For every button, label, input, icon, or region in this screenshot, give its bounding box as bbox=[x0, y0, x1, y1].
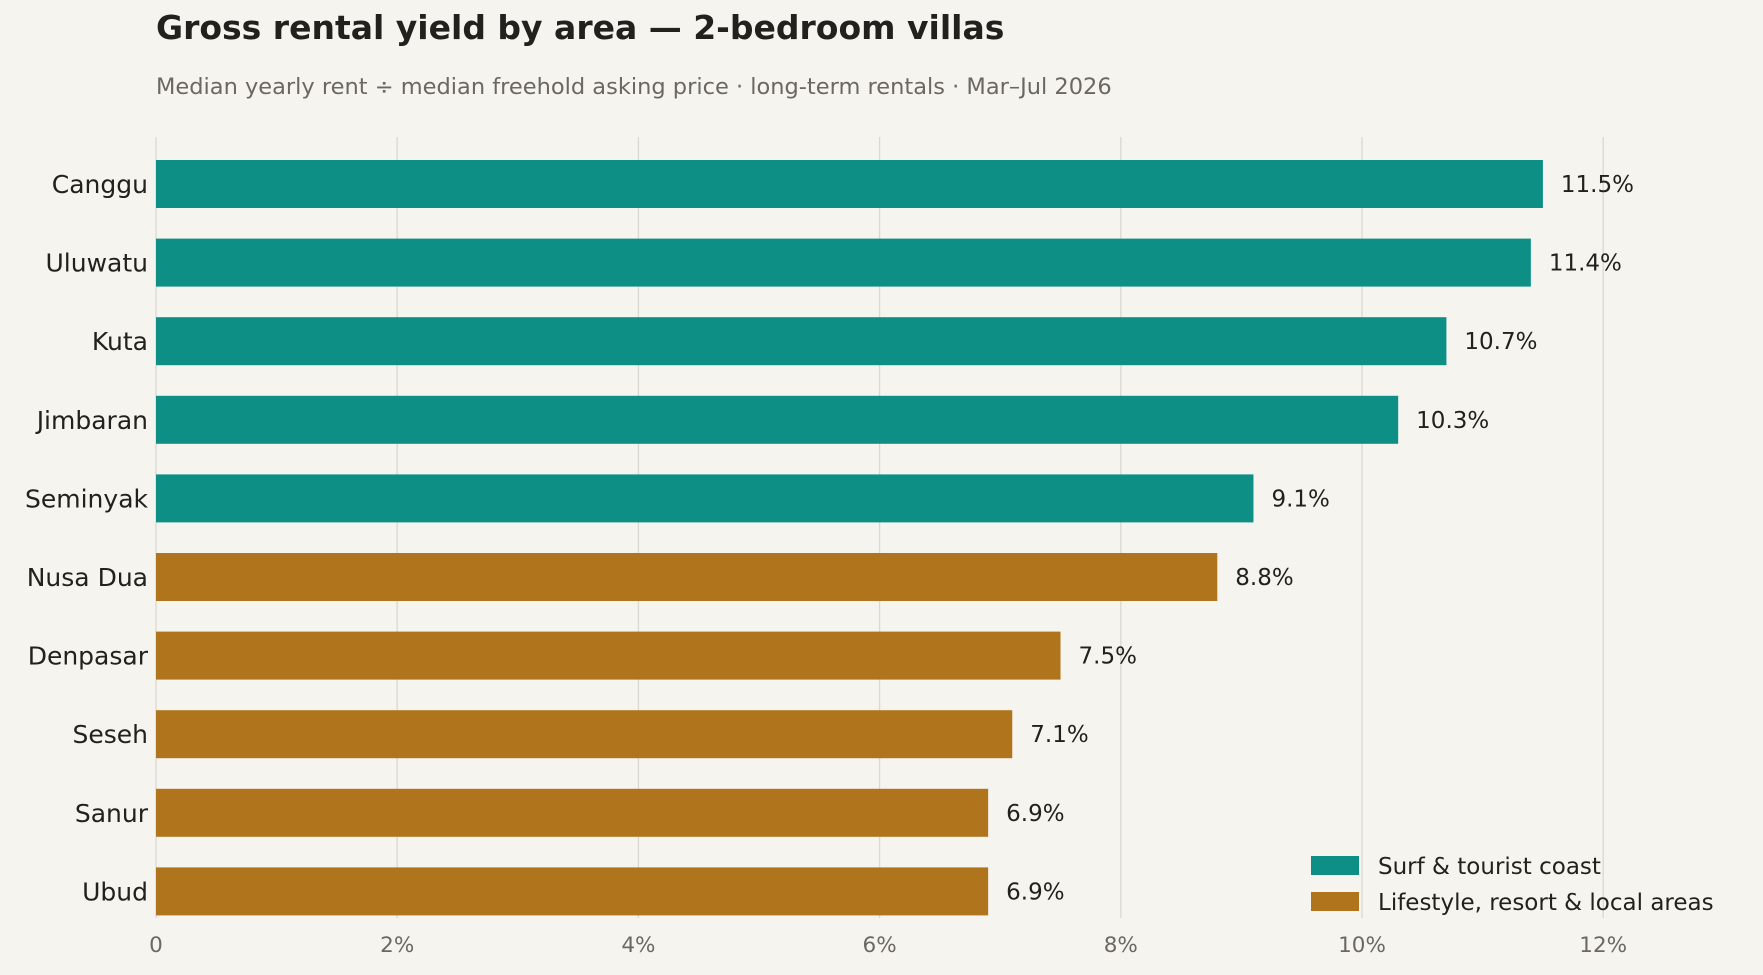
legend-label: Surf & tourist coast bbox=[1378, 854, 1601, 880]
data-label: 8.8% bbox=[1235, 565, 1293, 591]
bar bbox=[156, 788, 989, 837]
chart-title: Gross rental yield by area — 2-bedroom v… bbox=[156, 8, 1005, 47]
x-tick-label: 6% bbox=[863, 933, 897, 958]
legend-swatch bbox=[1311, 856, 1359, 875]
data-label: 9.1% bbox=[1271, 486, 1329, 512]
category-label: Seminyak bbox=[25, 484, 149, 513]
legend-label: Lifestyle, resort & local areas bbox=[1378, 890, 1714, 916]
category-label: Nusa Dua bbox=[27, 563, 148, 592]
data-label: 11.5% bbox=[1561, 172, 1634, 198]
category-label: Canggu bbox=[52, 170, 148, 199]
data-label: 10.3% bbox=[1416, 408, 1489, 434]
category-label: Denpasar bbox=[28, 642, 149, 671]
chart-subtitle: Median yearly rent ÷ median freehold ask… bbox=[156, 74, 1112, 100]
value-labels: 11.5% 11.4% 10.7% 10.3% 9.1% 8.8% 7.5% 7.1% 6.9%… bbox=[1006, 172, 1634, 905]
bar bbox=[156, 160, 1543, 208]
data-label: 6.9% bbox=[1006, 801, 1064, 827]
x-axis-ticks: 0 2% 4% 6% 8% 10% 12% bbox=[149, 933, 1627, 958]
legend: Surf & tourist coast Lifestyle, resort & … bbox=[1311, 854, 1714, 916]
data-label: 7.1% bbox=[1030, 722, 1088, 748]
bar bbox=[156, 553, 1218, 601]
bar bbox=[156, 238, 1531, 287]
data-label: 10.7% bbox=[1464, 329, 1537, 355]
legend-swatch bbox=[1311, 892, 1359, 911]
data-label: 11.4% bbox=[1549, 251, 1622, 277]
category-label: Kuta bbox=[92, 327, 148, 356]
category-label: Ubud bbox=[82, 877, 148, 906]
bars bbox=[156, 160, 1543, 916]
x-tick-label: 4% bbox=[621, 933, 655, 958]
category-labels: Canggu Uluwatu Kuta Jimbaran Seminyak Nusa Du… bbox=[25, 170, 149, 906]
bar bbox=[156, 867, 989, 916]
bar bbox=[156, 631, 1061, 680]
category-label: Jimbaran bbox=[35, 406, 148, 435]
x-tick-label: 10% bbox=[1338, 933, 1386, 958]
bar bbox=[156, 710, 1013, 759]
x-tick-label: 2% bbox=[380, 933, 414, 958]
data-label: 7.5% bbox=[1079, 644, 1137, 670]
category-label: Uluwatu bbox=[45, 249, 148, 278]
data-label: 6.9% bbox=[1006, 879, 1064, 905]
category-label: Sanur bbox=[75, 799, 149, 828]
x-tick-label: 12% bbox=[1579, 933, 1627, 958]
x-tick-label: 8% bbox=[1104, 933, 1138, 958]
bar bbox=[156, 395, 1399, 444]
category-label: Seseh bbox=[72, 720, 148, 749]
bar bbox=[156, 474, 1254, 523]
x-tick-label: 0 bbox=[149, 933, 163, 958]
bar bbox=[156, 317, 1447, 366]
